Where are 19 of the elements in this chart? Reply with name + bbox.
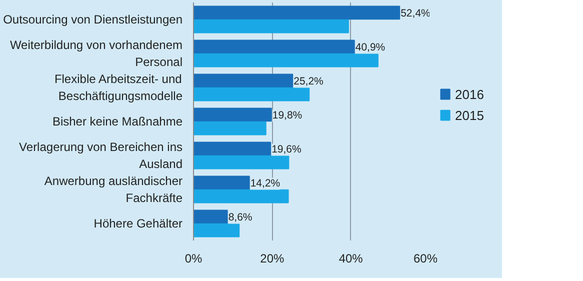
data-label: 8,6% [228,212,252,224]
y-tick-label: Höhere Gehälter [94,216,183,230]
legend-label: 2016 [455,86,484,102]
y-tick-label: Flexible Arbeitszeit- und Beschäftigungsmodelle [54,72,183,103]
y-tick-label: Verlagerung von Bereichen ins Ausland [19,140,183,171]
x-tick-label: 60% [413,252,438,266]
x-tick-label: 20% [260,252,285,266]
y-tick-label: Bisher keine Maßnahme [52,114,183,128]
x-tick-label: 0% [184,252,202,266]
data-label: 14,2% [250,178,280,190]
y-tick-label: Weiterbildung von vorhandenem Personal [10,38,183,69]
data-label: 19,8% [272,110,302,122]
legend-label: 2015 [455,108,484,123]
y-tick-label: Anwerbung ausländischer Fachkräfte [44,174,183,205]
x-tick-label: 40% [338,252,364,266]
data-label: 40,9% [355,42,386,54]
y-tick-label: Outsourcing von Dienstleistungen [3,12,182,26]
data-label: 19,6% [272,144,302,156]
data-label: 25,2% [294,76,324,88]
